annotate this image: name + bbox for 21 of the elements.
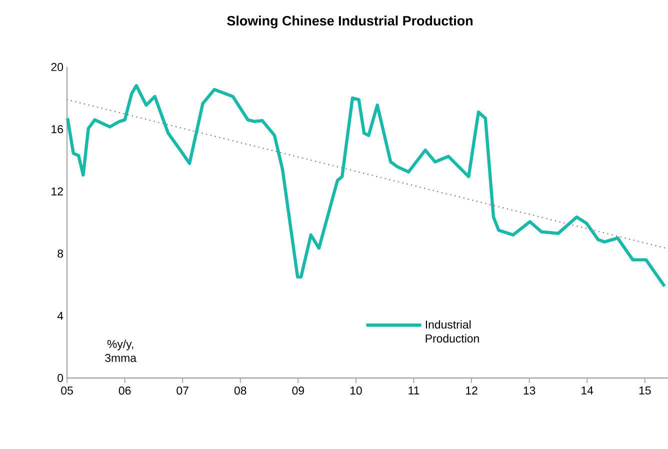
x-tick-label: 06 bbox=[118, 386, 131, 395]
x-tick-label: 15 bbox=[639, 386, 651, 394]
y-tick-label: 20 bbox=[51, 62, 64, 72]
chart-title: Slowing Chinese Industrial Production bbox=[227, 16, 472, 28]
x-tick-label: 07 bbox=[176, 386, 188, 395]
x-tick-label: 05 bbox=[61, 386, 73, 395]
y-axis-title: %y/y, 3mma bbox=[105, 340, 136, 362]
x-tick-label: 12 bbox=[466, 386, 478, 395]
line-series bbox=[66, 84, 666, 288]
x-tick-label: 10 bbox=[350, 386, 362, 395]
y-tick-label: 12 bbox=[52, 187, 63, 196]
y-tick-label: 0 bbox=[58, 374, 64, 382]
x-tick-label: 08 bbox=[234, 386, 246, 395]
y-tick-label: 8 bbox=[58, 250, 63, 258]
x-tick-label: 14 bbox=[582, 386, 594, 394]
x-tick-label: 09 bbox=[292, 386, 304, 395]
x-tick-label: 11 bbox=[408, 386, 420, 394]
legend-label: Industrial Production bbox=[426, 320, 479, 343]
y-tick-label: 4 bbox=[57, 312, 64, 320]
x-tick-label: 13 bbox=[524, 386, 536, 395]
y-tick-label: 16 bbox=[52, 125, 63, 134]
